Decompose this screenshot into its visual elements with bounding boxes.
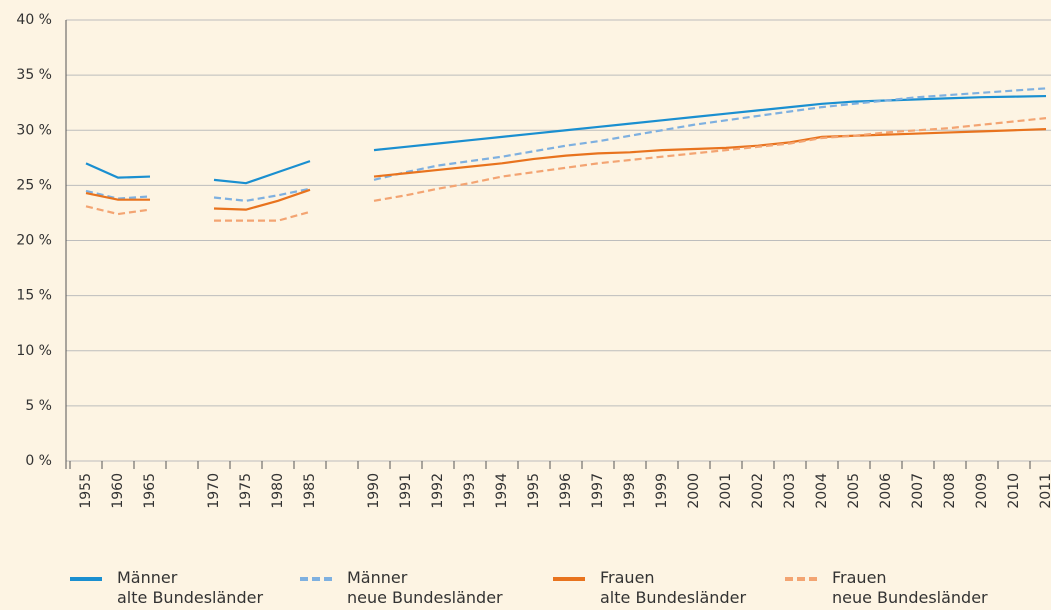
x-tick-label: 1997 bbox=[590, 473, 606, 509]
x-tick-label: 2000 bbox=[686, 473, 702, 509]
series-line bbox=[85, 87, 1047, 202]
legend-label: Männer alte Bundesländer bbox=[117, 568, 264, 607]
x-tick-label: 2003 bbox=[782, 473, 798, 509]
x-tick-label: 1990 bbox=[366, 473, 382, 509]
y-tick-label: 35 % bbox=[16, 67, 52, 83]
x-tick-label: 2002 bbox=[750, 473, 766, 509]
x-tick-label: 1995 bbox=[526, 473, 542, 509]
x-tick-label: 1991 bbox=[398, 473, 414, 509]
x-tick-label: 1996 bbox=[558, 473, 574, 509]
legend: Männer alte Bundesländer Männer neue Bund… bbox=[70, 568, 1051, 610]
x-tick-label: 1970 bbox=[206, 473, 222, 509]
x-tick-label: 2005 bbox=[846, 473, 862, 509]
x-tick-label: 1980 bbox=[270, 473, 286, 509]
legend-label: Männer neue Bundesländer bbox=[347, 568, 503, 607]
legend-swatch bbox=[70, 577, 102, 581]
x-tick-label: 1955 bbox=[78, 473, 94, 509]
x-tick-label: 1965 bbox=[142, 473, 158, 509]
x-tick-label: 1994 bbox=[494, 473, 510, 509]
x-tick-label: 2009 bbox=[974, 473, 990, 509]
x-tick-label: 2011 bbox=[1038, 473, 1051, 509]
legend-swatch bbox=[785, 577, 817, 581]
x-tick-label: 2006 bbox=[878, 473, 894, 509]
y-tick-label: 25 % bbox=[16, 177, 52, 193]
y-tick-label: 20 % bbox=[16, 233, 52, 249]
x-tick-label: 2007 bbox=[910, 473, 926, 509]
x-tick-label: 1993 bbox=[462, 473, 478, 509]
y-tick-label: 30 % bbox=[16, 122, 52, 138]
y-tick-label: 40 % bbox=[16, 12, 52, 28]
y-tick-label: 0 % bbox=[25, 453, 52, 469]
legend-label: Frauen alte Bundesländer bbox=[600, 568, 747, 607]
legend-label: Frauen neue Bundesländer bbox=[832, 568, 988, 607]
x-tick-label: 1998 bbox=[622, 473, 638, 509]
x-tick-label: 2001 bbox=[718, 473, 734, 509]
x-tick-label: 1992 bbox=[430, 473, 446, 509]
plot: 0 % 5 % 10 % 15 % 20 % 25 % 30 % 35 % 40 % 1955 19… bbox=[16, 12, 1051, 509]
series-line bbox=[85, 117, 1047, 222]
series-line bbox=[85, 128, 1047, 211]
x-tick-label: 2010 bbox=[1006, 473, 1022, 509]
x-tick-label: 1985 bbox=[302, 473, 318, 509]
y-tick-label: 5 % bbox=[25, 398, 52, 414]
y-tick-label: 15 % bbox=[16, 288, 52, 304]
legend-swatch bbox=[553, 577, 585, 581]
series-line bbox=[85, 94, 1047, 185]
y-tick-label: 10 % bbox=[16, 343, 52, 359]
x-tick-label: 1960 bbox=[110, 473, 126, 509]
x-tick-label: 2004 bbox=[814, 473, 830, 509]
x-tick-label: 1975 bbox=[238, 473, 254, 509]
x-tick-label: 1999 bbox=[654, 473, 670, 509]
x-tick-label: 2008 bbox=[942, 473, 958, 509]
legend-swatch bbox=[300, 577, 332, 581]
